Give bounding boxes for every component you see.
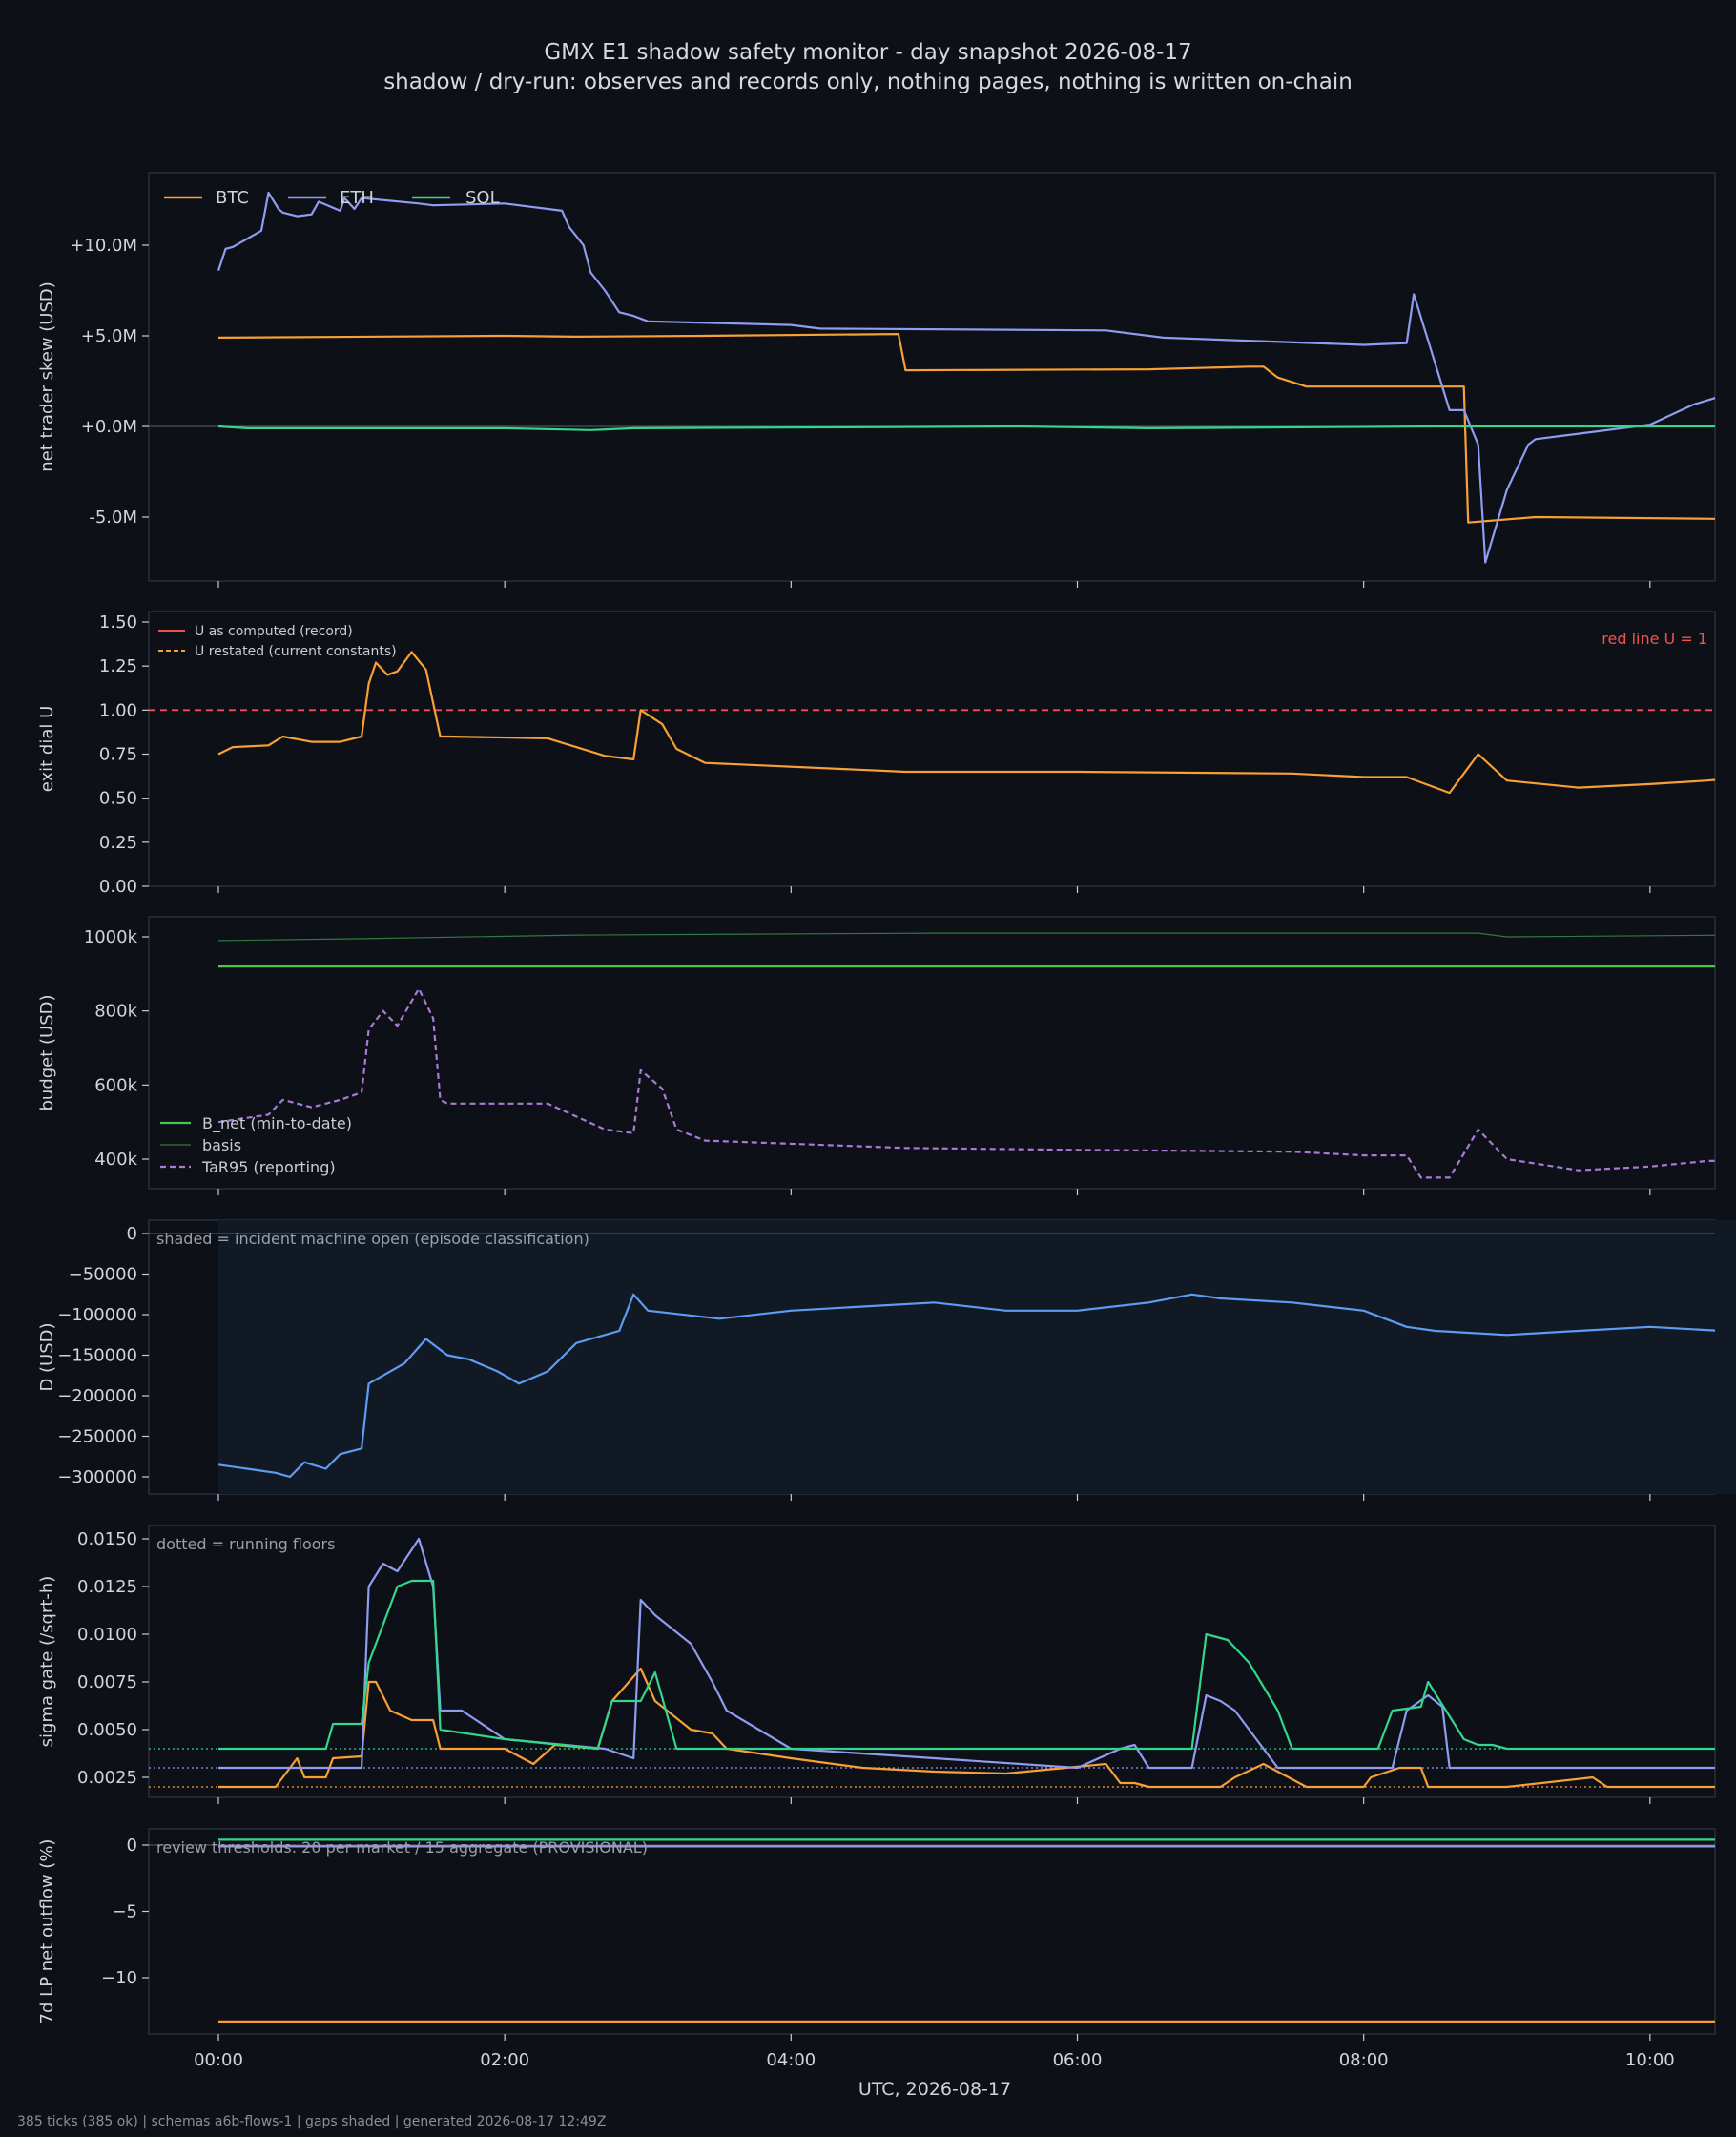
y-tick-label: 0.75: [99, 745, 137, 765]
incident-shade: [218, 1220, 1736, 1494]
y-tick-label: −100000: [57, 1305, 137, 1325]
y-tick-label: −200000: [57, 1386, 137, 1406]
y-tick-label: 0.25: [99, 833, 137, 853]
y-tick-label: 0.0075: [77, 1672, 137, 1692]
panel-skew: +10.0M +5.0M +0.0M -5.0M net trader skew (US…: [37, 172, 1716, 588]
series-group: [218, 1838, 1715, 2023]
x-tick-label: 08:00: [1339, 2050, 1389, 2070]
panel-budget: 400k 600k 800k 1000k budget (USD) B_net (min-…: [37, 916, 1716, 1195]
legend-label: B_net (min-to-date): [202, 1114, 352, 1133]
figure-subtitle: shadow / dry-run: observes and records o…: [383, 70, 1353, 94]
panel-lp_outflow: 0 −5 −10 7d LP net outflow (%) review thresh…: [37, 1828, 1716, 2100]
legend-label: SOL: [465, 188, 500, 208]
legend-label: U restated (current constants): [195, 644, 397, 659]
x-tick-label: 02:00: [480, 2050, 529, 2070]
y-tick-label: 1.00: [99, 700, 137, 720]
series-u-restated-current-constants-: [217, 651, 1715, 795]
y-tick-label: 0: [127, 1836, 137, 1856]
x-axis-label: UTC, 2026-08-17: [858, 2079, 1011, 2100]
y-tick-label: −150000: [57, 1346, 137, 1366]
y-tick-label: 1000k: [84, 927, 138, 947]
series-group: [217, 191, 1715, 564]
series-eth: [218, 1537, 1715, 1770]
y-tick-label: +10.0M: [70, 236, 137, 256]
legend-item: B_net (min-to-date): [160, 1114, 352, 1133]
y-tick-label: −5: [112, 1902, 137, 1922]
panel-annotation: dotted = running floors: [156, 1535, 335, 1553]
x-tick-label: 06:00: [1053, 2050, 1103, 2070]
y-tick-label: 600k: [94, 1075, 137, 1095]
y-tick-label: +0.0M: [81, 417, 137, 437]
legend-item: TaR95 (reporting): [160, 1158, 336, 1176]
figure-title: GMX E1 shadow safety monitor - day snaps…: [544, 40, 1192, 65]
legend-item-eth: ETH: [288, 188, 374, 208]
panel-D: 0 −50000 −100000 −150000 −200000 −250000 −3000…: [37, 1219, 1736, 1501]
y-tick-label: 0.0150: [77, 1529, 137, 1549]
series-btc: [218, 1667, 1715, 1789]
series-group: [217, 651, 1715, 795]
series-group: [217, 1293, 1715, 1479]
legend-label: ETH: [340, 188, 374, 208]
y-tick-label: 0.00: [99, 877, 137, 897]
series-btc: [217, 333, 1715, 524]
y-axis-label: budget (USD): [37, 994, 57, 1110]
legend-label: basis: [202, 1136, 241, 1154]
legend-label: TaR95 (reporting): [201, 1158, 336, 1176]
y-tick-label: −250000: [57, 1427, 137, 1447]
panel-annotation: review thresholds: 20 per market / 15 ag…: [156, 1838, 648, 1857]
y-tick-label: 1.50: [99, 612, 137, 633]
panel-frame: [148, 916, 1716, 1190]
x-tick-label: 04:00: [766, 2050, 816, 2070]
panel-frame: [148, 611, 1716, 887]
panel-frame: [148, 1525, 1716, 1798]
y-tick-label: 800k: [94, 1002, 137, 1022]
panel-sigma: 0.0025 0.0050 0.0075 0.0100 0.0125 0.0150 sigm…: [37, 1525, 1716, 1804]
series-basis: [217, 932, 1715, 942]
series-group: [218, 1537, 1715, 1789]
y-tick-label: +5.0M: [81, 326, 137, 346]
panel-annotation: shaded = incident machine open (episode …: [156, 1230, 589, 1248]
x-tick-label: 10:00: [1625, 2050, 1675, 2070]
y-tick-label: 0.50: [99, 789, 137, 809]
legend-item-sol: SOL: [412, 188, 500, 208]
panel-exit_dial: 0.00 0.25 0.50 0.75 1.00 1.25 1.50 exit dial U r…: [37, 611, 1716, 897]
legend-item-btc: BTC: [164, 188, 249, 208]
y-axis-label: D (USD): [37, 1322, 57, 1391]
series-group: [217, 932, 1715, 1179]
x-tick-label: 00:00: [194, 2050, 243, 2070]
y-tick-label: 0.0125: [77, 1577, 137, 1597]
y-axis-label: exit dial U: [37, 706, 57, 793]
y-tick-label: 1.25: [99, 656, 137, 676]
legend-item: basis: [160, 1136, 241, 1154]
series-sol: [218, 1579, 1715, 1751]
y-tick-label: -5.0M: [89, 508, 137, 528]
y-axis-label: sigma gate (/sqrt-h): [37, 1576, 57, 1748]
y-tick-label: −300000: [57, 1467, 137, 1487]
legend-label: BTC: [216, 188, 249, 208]
y-tick-label: 0: [127, 1224, 137, 1244]
legend-label: U as computed (record): [195, 624, 353, 639]
legend-item: U as computed (record): [158, 624, 353, 639]
y-tick-label: 0.0100: [77, 1625, 137, 1645]
panel-frame: [148, 1828, 1716, 2035]
y-axis-label: net trader skew (USD): [37, 281, 57, 472]
series-eth: [217, 191, 1715, 564]
y-axis-label: 7d LP net outflow (%): [37, 1839, 57, 2024]
y-tick-label: 0.0025: [77, 1768, 137, 1788]
y-tick-label: 400k: [94, 1150, 137, 1170]
y-tick-label: −50000: [69, 1265, 137, 1285]
y-tick-label: 0.0050: [77, 1720, 137, 1740]
y-tick-label: −10: [101, 1968, 137, 1988]
series-sol: [217, 425, 1715, 431]
series-d: [217, 1293, 1715, 1479]
legend-item: U restated (current constants): [158, 644, 397, 659]
panel-frame: [148, 172, 1716, 582]
red-line-label: red line U = 1: [1602, 630, 1707, 648]
footer-status: 385 ticks (385 ok) | schemas a6b-flows-1…: [17, 2114, 607, 2129]
